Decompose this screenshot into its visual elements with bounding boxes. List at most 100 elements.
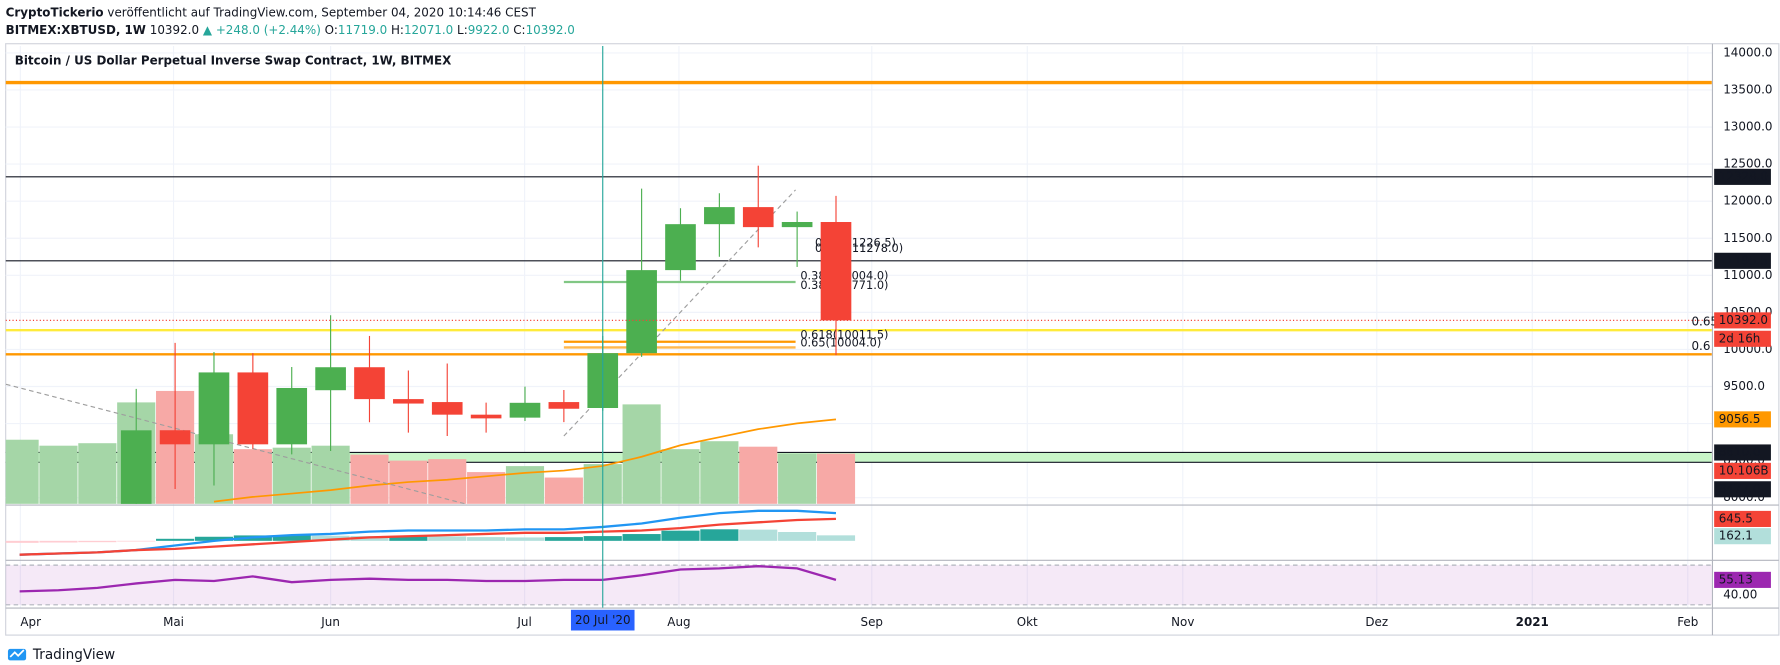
candle-body — [820, 222, 852, 321]
price-label: 10392.0 — [1719, 313, 1768, 327]
price-label-bg — [1714, 312, 1771, 329]
brand: TradingView — [32, 647, 115, 663]
macd-signal-label-bg — [1714, 510, 1771, 527]
symbol: BITMEX:XBTUSD, 1W — [6, 22, 146, 36]
volume-bar — [661, 449, 700, 504]
macd-histogram — [389, 536, 428, 541]
frame — [5, 43, 1780, 636]
y-tick-label: 11000.0 — [1723, 268, 1772, 282]
x-tick-label: Jul — [516, 615, 531, 629]
y-tick-label: 12000.0 — [1723, 194, 1772, 208]
price-label: 2d 16h — [1719, 331, 1761, 345]
macd-pane — [5, 509, 856, 556]
price-label-bg — [1714, 462, 1771, 479]
volume-bar — [739, 446, 778, 504]
candle-body — [470, 414, 502, 419]
fib-tag: 0.6 — [1691, 339, 1710, 353]
candle-body — [704, 207, 735, 225]
header-line-2: BITMEX:XBTUSD, 1W 10392.0 ▲ +248.0 (+2.4… — [6, 22, 575, 36]
candle-body — [120, 430, 152, 504]
candle-body — [781, 222, 813, 228]
volume-bar — [428, 459, 467, 504]
macd-histogram — [272, 535, 311, 541]
price-label: 10.106B — [1719, 463, 1769, 477]
price-pane: 0.65(11226.5)0.618(11278.0)0.382(11004.0… — [5, 80, 1712, 564]
candle-body — [82, 531, 113, 564]
macd-histogram — [117, 540, 156, 542]
macd-histogram — [428, 536, 467, 541]
x-tick-label: Apr — [20, 615, 41, 629]
price-label-bg — [1714, 481, 1771, 498]
l-label: L: — [457, 22, 468, 36]
macd-histogram — [467, 537, 506, 541]
x-tick-label: Dez — [1365, 615, 1388, 629]
x-tick-label: Nov — [1171, 615, 1194, 629]
publisher: CryptoTickerio — [6, 5, 104, 19]
candle-body — [198, 372, 230, 445]
macd-histogram — [194, 536, 234, 541]
candle-body — [626, 270, 657, 354]
candle-body — [742, 207, 774, 228]
macd-signal-label: 645.5 — [1719, 511, 1753, 525]
y-tick-label: 13000.0 — [1723, 119, 1772, 133]
h-value: 12071.0 — [404, 22, 453, 36]
x-tick-label: Jun — [320, 615, 340, 629]
rsi-band — [5, 565, 1712, 605]
price-label: 12328.0 — [1719, 169, 1768, 183]
candle-body — [665, 224, 696, 271]
price-label: 11195.5 — [1719, 253, 1768, 267]
volume-bar — [816, 453, 856, 504]
fib-tag: 0.65 — [1691, 315, 1718, 329]
price-label-bg — [1714, 252, 1771, 269]
last-price: 10392.0 — [150, 22, 199, 36]
volume-bar — [5, 439, 39, 504]
candle-body — [237, 372, 269, 445]
candle-body — [159, 430, 191, 445]
signal-line — [19, 517, 836, 556]
rsi-pane — [5, 564, 1712, 606]
c-value: 10392.0 — [526, 22, 575, 36]
candle-body — [276, 387, 308, 445]
volume-bar — [544, 477, 583, 504]
volume-bar — [78, 443, 117, 504]
grid — [5, 46, 1712, 608]
candle-body — [393, 399, 424, 404]
header-line-1: CryptoTickerio veröffentlicht auf Tradin… — [6, 5, 537, 19]
macd-hist-label-bg — [1714, 528, 1771, 545]
volume-bar — [39, 445, 78, 504]
macd-histogram — [661, 530, 700, 541]
chart-title: Bitcoin / US Dollar Perpetual Inverse Sw… — [15, 53, 452, 67]
volume-bar — [778, 453, 817, 504]
price-label: 8477.0 — [1719, 482, 1761, 496]
x-tick-label: Mai — [163, 615, 184, 629]
price-label: 9056.5 — [1719, 412, 1761, 426]
macd-histogram — [700, 529, 739, 541]
macd-histogram — [5, 540, 39, 543]
rsi-label-bg — [1714, 571, 1771, 588]
o-value: 11719.0 — [338, 22, 387, 36]
rsi-line — [19, 565, 837, 593]
price-label-bg — [1714, 411, 1771, 428]
macd-histogram — [622, 534, 661, 541]
candle-body — [431, 402, 463, 415]
candle-body — [354, 367, 385, 400]
macd-histogram — [505, 537, 545, 541]
c-label: C: — [513, 22, 525, 36]
x-tick-label: 2021 — [1516, 615, 1549, 629]
price-label-bg — [1714, 444, 1771, 461]
volume-bar — [311, 445, 350, 504]
h-label: H: — [391, 22, 404, 36]
logo — [7, 648, 27, 661]
macd-histogram — [311, 535, 350, 541]
price-label-bg — [1714, 330, 1771, 347]
macd-histogram — [816, 535, 856, 541]
l-value: 9922.0 — [468, 22, 510, 36]
macd-histogram — [778, 532, 817, 541]
y-tick-label: 13500.0 — [1723, 82, 1772, 96]
change: ▲ +248.0 (+2.44%) — [203, 22, 321, 36]
x-tick-label: Feb — [1677, 615, 1698, 629]
price-label-bg — [1714, 168, 1771, 185]
y-tick-label: 11500.0 — [1723, 231, 1772, 245]
published: veröffentlicht auf TradingView.com, Sept… — [107, 5, 536, 19]
